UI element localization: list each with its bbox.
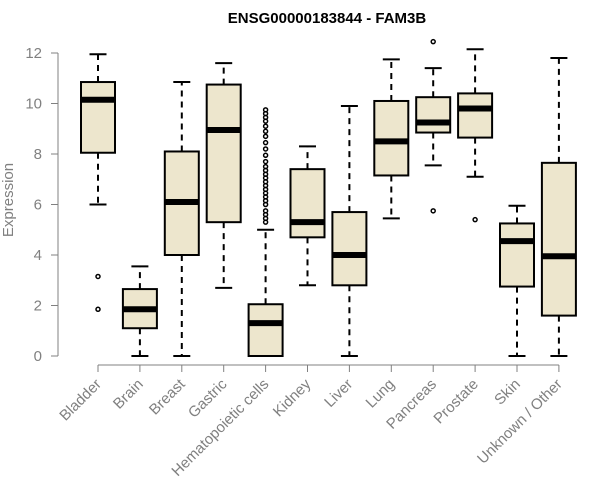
iqr-box (331, 211, 368, 287)
box-lung (373, 58, 410, 220)
x-tick-label: Lung (363, 376, 399, 412)
box-unknown-other (540, 57, 577, 357)
y-tick-label: 2 (34, 298, 42, 315)
x-tick-label: Kidney (270, 375, 315, 420)
iqr-box (247, 303, 284, 357)
box-liver (331, 105, 368, 357)
outlier-point (262, 152, 269, 159)
x-tick-label: Brain (110, 376, 147, 413)
y-tick-label: 6 (34, 197, 42, 214)
box-gastric (205, 62, 242, 289)
box-hematopoietic-cells (247, 107, 284, 357)
iqr-box (457, 92, 494, 139)
plot-area (80, 38, 577, 357)
outlier-point (262, 158, 269, 165)
outlier-point (262, 139, 269, 146)
chart-title: ENSG00000183844 - FAM3B (228, 10, 427, 27)
outlier-point (262, 123, 269, 129)
outlier-point (472, 216, 478, 223)
x-tick-label: Breast (146, 375, 189, 418)
outlier-point (430, 208, 436, 214)
y-tick-label: 12 (25, 45, 42, 62)
y-axis-label: Expression (0, 163, 17, 237)
box-brain (121, 265, 158, 357)
iqr-box (499, 222, 535, 288)
iqr-box (80, 81, 116, 154)
iqr-box (205, 83, 242, 224)
x-tick-label: Skin (491, 376, 524, 409)
y-tick-label: 8 (34, 146, 42, 163)
outlier-point (262, 163, 269, 170)
box-bladder (80, 53, 116, 313)
x-tick-label: Prostate (430, 376, 482, 428)
outlier-point (262, 133, 269, 140)
iqr-box (540, 161, 577, 317)
iqr-box (289, 168, 326, 239)
outlier-point (262, 146, 269, 152)
iqr-box (415, 96, 452, 134)
box-prostate (457, 48, 494, 223)
iqr-box (373, 99, 410, 177)
x-tick-label: Liver (321, 376, 356, 411)
y-tick-label: 0 (34, 348, 42, 365)
outlier-point (262, 107, 269, 113)
box-breast (163, 81, 200, 357)
outlier-point (95, 306, 101, 313)
box-skin (499, 204, 535, 357)
y-tick-label: 4 (34, 247, 42, 264)
outlier-point (95, 273, 101, 280)
box-kidney (289, 145, 326, 287)
box-pancreas (415, 38, 452, 214)
y-tick-label: 10 (25, 96, 42, 113)
x-tick-label: Bladder (56, 376, 105, 425)
outlier-point (430, 38, 436, 45)
outlier-point (262, 208, 269, 214)
outlier-point (262, 128, 269, 135)
